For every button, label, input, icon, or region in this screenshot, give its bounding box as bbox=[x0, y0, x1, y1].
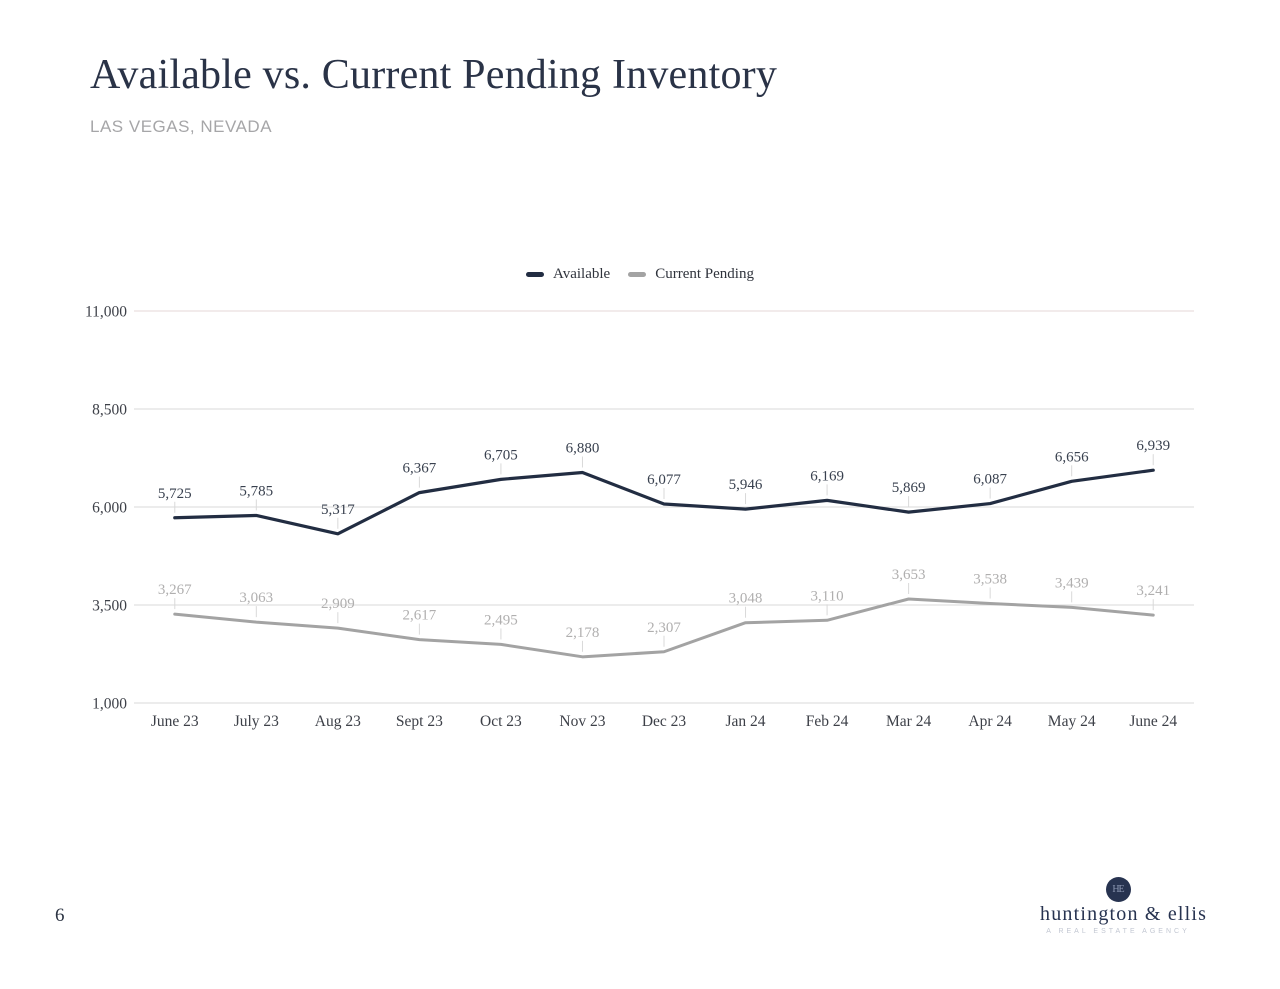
data-label: 2,617 bbox=[403, 608, 437, 624]
series-line-available bbox=[173, 468, 1155, 536]
x-tick-label: June 24 bbox=[1129, 713, 1177, 730]
data-label: 3,653 bbox=[892, 567, 926, 583]
data-label: 5,725 bbox=[158, 486, 192, 502]
data-label: 3,267 bbox=[158, 582, 192, 598]
data-label: 3,439 bbox=[1055, 575, 1089, 591]
y-tick-label: 11,000 bbox=[85, 304, 127, 321]
huntington-ellis-monogram-icon: HE bbox=[1105, 877, 1131, 902]
x-tick-label: July 23 bbox=[234, 713, 279, 730]
y-tick-label: 8,500 bbox=[92, 402, 127, 419]
y-tick-label: 3,500 bbox=[92, 598, 127, 615]
x-tick-label: Aug 23 bbox=[315, 713, 361, 730]
available-series-marker-icon bbox=[526, 272, 545, 277]
x-tick-label: Mar 24 bbox=[886, 713, 931, 730]
data-label: 6,367 bbox=[403, 461, 437, 477]
y-tick-label: 1,000 bbox=[92, 696, 127, 713]
data-label: 3,048 bbox=[729, 591, 763, 607]
data-label: 5,785 bbox=[239, 483, 273, 499]
data-label: 2,495 bbox=[484, 612, 518, 628]
brand-name: huntington & ellis bbox=[1040, 903, 1208, 925]
data-label: 3,063 bbox=[239, 590, 273, 606]
y-tick-label: 6,000 bbox=[92, 500, 127, 517]
data-label: 6,939 bbox=[1136, 438, 1170, 454]
data-labels-current-pending: 3,267 3,063 2,909 2,617 2,495 2,178 2,307 3,048… bbox=[158, 567, 1170, 641]
data-label: 2,178 bbox=[566, 625, 600, 641]
data-label: 5,317 bbox=[321, 502, 355, 518]
x-tick-label: Nov 23 bbox=[559, 713, 605, 730]
legend-item-current-pending: Current Pending bbox=[628, 266, 754, 283]
x-tick-label: May 24 bbox=[1048, 713, 1096, 730]
data-label: 6,087 bbox=[973, 472, 1007, 488]
page-title: Available vs. Current Pending Inventory bbox=[90, 52, 778, 98]
monogram-letters: HE bbox=[1112, 884, 1124, 895]
series-line-current-pending bbox=[173, 597, 1155, 659]
page-subtitle: LAS VEGAS, NEVADA bbox=[90, 117, 273, 136]
data-label: 6,880 bbox=[566, 441, 600, 457]
brand-tagline: A REAL ESTATE AGENCY bbox=[1046, 928, 1190, 935]
x-tick-label: Sept 23 bbox=[396, 713, 443, 730]
data-label: 2,909 bbox=[321, 596, 355, 612]
data-label: 6,705 bbox=[484, 447, 518, 463]
page-number: 6 bbox=[55, 905, 65, 926]
data-label: 5,946 bbox=[729, 477, 763, 493]
x-tick-label: Feb 24 bbox=[806, 713, 849, 730]
x-tick-label: Dec 23 bbox=[642, 713, 687, 730]
data-label: 6,656 bbox=[1055, 449, 1089, 465]
x-tick-label: Oct 23 bbox=[480, 713, 522, 730]
data-label: 3,110 bbox=[810, 588, 843, 604]
brand-logo: HE huntington & ellis A REAL ESTATE AGEN… bbox=[1040, 877, 1208, 935]
data-label: 5,869 bbox=[892, 480, 926, 496]
legend-label-current-pending: Current Pending bbox=[655, 266, 754, 282]
data-label: 3,241 bbox=[1136, 583, 1170, 599]
data-label: 3,538 bbox=[973, 572, 1007, 588]
data-label: 2,307 bbox=[647, 620, 681, 636]
x-tick-label: June 23 bbox=[151, 713, 199, 730]
data-label-leader-lines bbox=[174, 454, 1154, 652]
x-axis-labels: June 23 July 23 Aug 23 Sept 23 Oct 23 Nov 23 D… bbox=[151, 713, 1177, 730]
data-labels-available: 5,725 5,785 5,317 6,367 6,705 6,880 6,077 5,946… bbox=[158, 438, 1170, 518]
current-pending-series-marker-icon bbox=[628, 272, 647, 277]
y-axis-labels: 11,000 8,500 6,000 3,500 1,000 bbox=[85, 304, 127, 713]
chart-legend: Available Current Pending bbox=[0, 266, 1280, 283]
data-label: 6,169 bbox=[810, 468, 844, 484]
legend-item-available: Available bbox=[526, 266, 610, 283]
x-tick-label: Apr 24 bbox=[968, 713, 1012, 730]
x-tick-label: Jan 24 bbox=[726, 713, 766, 730]
data-label: 6,077 bbox=[647, 472, 681, 488]
legend-label-available: Available bbox=[553, 266, 611, 282]
